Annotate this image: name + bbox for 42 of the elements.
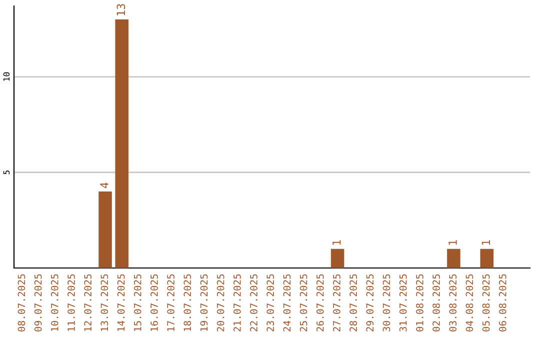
y-tick-label: 5 [3, 170, 10, 174]
x-tick-label: 22.07.2025 [250, 274, 258, 332]
x-tick-label: 18.07.2025 [184, 274, 192, 331]
x-tick-label: 16.07.2025 [150, 274, 158, 331]
x-tick-label: 15.07.2025 [134, 274, 142, 331]
x-tick-label: 17.07.2025 [167, 274, 174, 331]
bar [330, 248, 344, 268]
data-label: 1 [332, 240, 341, 245]
data-label: 1 [448, 240, 457, 245]
x-tick-label: 26.07.2025 [316, 274, 324, 332]
bar [447, 248, 460, 268]
x-tick-label: 14.07.2025 [117, 274, 125, 331]
bar [480, 248, 494, 268]
x-tick-label: 31.07.2025 [399, 274, 407, 332]
x-tick-label: 02.08.2025 [432, 274, 440, 332]
data-label: 13 [116, 4, 126, 16]
x-tick-label: 19.07.2025 [200, 274, 208, 331]
x-tick-label: 20.07.2025 [216, 274, 224, 332]
x-tick-label: 21.07.2025 [233, 274, 241, 332]
x-tick-label: 28.07.2025 [350, 274, 357, 332]
data-label: 4 [100, 182, 108, 188]
x-tick-label: 03.08.2025 [449, 274, 457, 332]
x-tick-label: 25.07.2025 [300, 274, 308, 332]
x-tick-label: 27.07.2025 [333, 274, 340, 332]
x-tick-label: 12.07.2025 [84, 274, 92, 331]
x-tick-label: 01.08.2025 [416, 274, 424, 332]
x-tick-label: 23.07.2025 [266, 274, 274, 332]
x-tick-label: 24.07.2025 [283, 274, 291, 332]
bar [98, 192, 112, 268]
x-tick-label: 04.08.2025 [466, 274, 474, 332]
x-tick-label: 09.07.2025 [34, 274, 42, 332]
x-tick-label: 29.07.2025 [366, 274, 374, 332]
x-tick-label: 10.07.2025 [50, 274, 58, 331]
x-tick-label: 05.08.2025 [482, 274, 490, 332]
x-tick-label: 08.07.2025 [18, 274, 26, 332]
y-tick-label: 10 [3, 72, 10, 81]
x-tick-label: 06.08.2025 [498, 274, 506, 332]
data-label: 1 [482, 240, 490, 245]
x-tick-label: 30.07.2025 [382, 274, 390, 332]
x-tick-label: 13.07.2025 [100, 274, 108, 331]
bar [115, 19, 128, 268]
x-tick-label: 11.07.2025 [68, 274, 75, 331]
